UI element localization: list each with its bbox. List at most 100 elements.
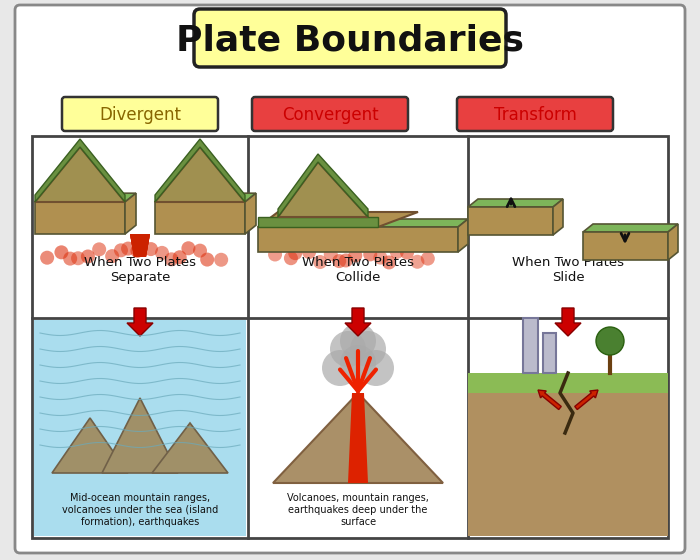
Polygon shape <box>35 193 136 202</box>
Polygon shape <box>668 224 678 260</box>
Polygon shape <box>130 234 150 257</box>
Circle shape <box>171 245 185 259</box>
Polygon shape <box>258 212 418 227</box>
Text: When Two Plates
Slide: When Two Plates Slide <box>512 256 624 284</box>
Polygon shape <box>130 234 150 257</box>
Polygon shape <box>52 418 128 473</box>
Circle shape <box>153 243 167 257</box>
Circle shape <box>318 245 332 259</box>
Polygon shape <box>458 219 468 252</box>
Circle shape <box>100 245 114 259</box>
FancyArrow shape <box>345 308 371 336</box>
Circle shape <box>61 247 75 261</box>
Polygon shape <box>468 393 668 536</box>
Bar <box>523 318 538 373</box>
Circle shape <box>166 246 180 260</box>
Circle shape <box>130 253 144 267</box>
Polygon shape <box>468 373 668 433</box>
Text: When Two Plates
Separate: When Two Plates Separate <box>84 256 196 284</box>
Polygon shape <box>583 224 678 232</box>
Polygon shape <box>155 147 245 202</box>
Polygon shape <box>278 154 368 217</box>
Polygon shape <box>155 139 245 202</box>
Circle shape <box>330 331 366 367</box>
FancyBboxPatch shape <box>62 97 218 131</box>
Polygon shape <box>245 193 256 234</box>
Circle shape <box>52 241 66 255</box>
FancyBboxPatch shape <box>457 97 613 131</box>
Circle shape <box>382 251 395 265</box>
Circle shape <box>81 253 95 267</box>
Circle shape <box>422 246 436 260</box>
Circle shape <box>596 327 624 355</box>
Polygon shape <box>152 423 228 473</box>
Polygon shape <box>258 217 378 227</box>
Circle shape <box>350 331 386 367</box>
Circle shape <box>204 247 218 261</box>
Circle shape <box>333 248 347 262</box>
Bar <box>34 320 246 536</box>
Text: Mid-ocean mountain ranges,
volcanoes under the sea (island
formation), earthquak: Mid-ocean mountain ranges, volcanoes und… <box>62 493 218 526</box>
Polygon shape <box>273 393 443 483</box>
Circle shape <box>340 323 376 359</box>
Circle shape <box>322 350 358 386</box>
Bar <box>543 333 556 373</box>
FancyArrow shape <box>127 308 153 336</box>
Polygon shape <box>35 139 125 202</box>
Circle shape <box>279 246 293 260</box>
FancyArrow shape <box>538 390 561 409</box>
Circle shape <box>115 251 129 265</box>
Circle shape <box>122 242 136 256</box>
Circle shape <box>141 246 155 260</box>
Circle shape <box>195 253 209 267</box>
Polygon shape <box>348 393 368 483</box>
Text: Earthquakes: Earthquakes <box>538 505 598 515</box>
Text: Divergent: Divergent <box>99 106 181 124</box>
Polygon shape <box>102 398 178 473</box>
Circle shape <box>301 255 315 269</box>
Polygon shape <box>130 234 150 257</box>
Circle shape <box>74 250 88 264</box>
Circle shape <box>271 245 285 259</box>
Polygon shape <box>155 193 256 202</box>
Polygon shape <box>130 234 150 257</box>
Circle shape <box>290 244 304 258</box>
Text: Convergent: Convergent <box>281 106 378 124</box>
Text: Plate Boundaries: Plate Boundaries <box>176 23 524 57</box>
Circle shape <box>358 350 394 386</box>
Circle shape <box>183 249 197 263</box>
Circle shape <box>41 241 55 255</box>
Polygon shape <box>155 202 245 234</box>
FancyArrow shape <box>555 308 581 336</box>
Bar <box>32 136 668 538</box>
Polygon shape <box>125 193 136 234</box>
Circle shape <box>340 345 376 381</box>
Polygon shape <box>553 199 563 235</box>
Circle shape <box>215 244 229 258</box>
Circle shape <box>351 245 365 259</box>
FancyBboxPatch shape <box>194 9 506 67</box>
Polygon shape <box>258 227 458 252</box>
Polygon shape <box>468 207 553 235</box>
Polygon shape <box>35 147 125 202</box>
Text: When Two Plates
Collide: When Two Plates Collide <box>302 256 414 284</box>
Circle shape <box>310 246 324 260</box>
Polygon shape <box>278 162 368 217</box>
Circle shape <box>344 249 358 263</box>
Text: Volcanoes, mountain ranges,
earthquakes deep under the
surface: Volcanoes, mountain ranges, earthquakes … <box>287 493 429 526</box>
Circle shape <box>94 245 108 259</box>
Circle shape <box>363 255 377 269</box>
Polygon shape <box>130 234 150 257</box>
FancyBboxPatch shape <box>252 97 408 131</box>
Circle shape <box>372 254 386 268</box>
Text: Transform: Transform <box>494 106 576 124</box>
Circle shape <box>400 254 414 268</box>
FancyArrow shape <box>575 390 598 409</box>
Circle shape <box>393 249 407 263</box>
Polygon shape <box>258 219 468 227</box>
Polygon shape <box>583 232 668 260</box>
FancyBboxPatch shape <box>15 5 685 553</box>
Polygon shape <box>468 199 563 207</box>
Circle shape <box>412 251 426 265</box>
Polygon shape <box>35 202 125 234</box>
